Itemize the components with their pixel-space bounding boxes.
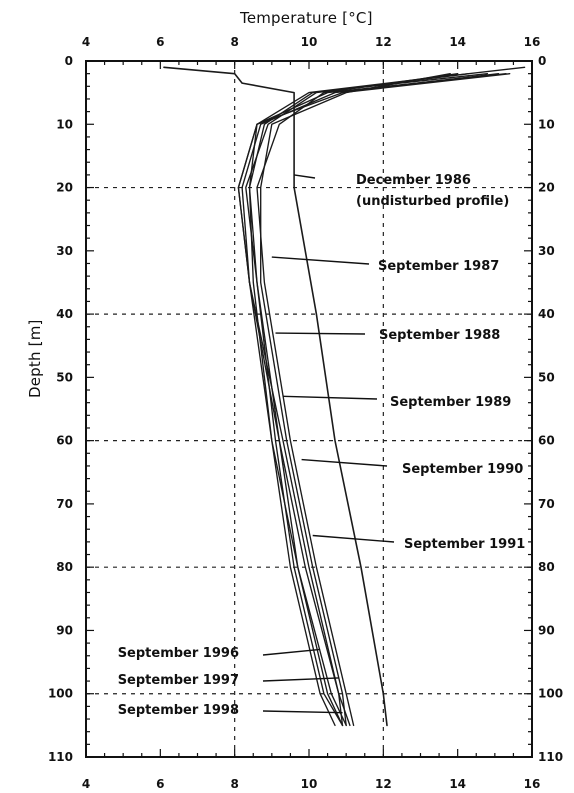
y-tick-label-left: 90 (56, 623, 73, 637)
y-tick-label-right: 0 (538, 54, 546, 68)
annotation-leader-sep1998 (262, 710, 343, 714)
annotation-leader-sep1990 (301, 458, 388, 467)
y-tick-label-right: 10 (538, 117, 555, 131)
annotation-label-sep1998: September 1998 (118, 703, 239, 718)
x-tick-label-bottom: 8 (230, 777, 238, 791)
annotation-label-dec1986: (undisturbed profile) (356, 194, 509, 209)
y-tick-label-left: 20 (56, 181, 73, 195)
y-tick-label-right: 80 (538, 560, 555, 574)
x-axis-title: Temperature [°C] (240, 9, 373, 27)
annotation-leader-sep1996 (262, 648, 321, 656)
x-tick-label-top: 4 (82, 35, 90, 49)
y-tick-label-left: 80 (56, 560, 73, 574)
annotation-leader-sep1997 (262, 677, 339, 682)
y-axis-title: Depth [m] (26, 319, 44, 398)
y-tick-label-left: 40 (56, 307, 73, 321)
annotation-label-sep1988: September 1988 (379, 328, 500, 343)
y-tick-label-left: 30 (56, 244, 73, 258)
y-tick-label-left: 50 (56, 370, 73, 384)
x-tick-label-top: 12 (375, 35, 392, 49)
annotation-label-sep1989: September 1989 (390, 395, 511, 410)
x-tick-label-top: 6 (156, 35, 164, 49)
y-tick-label-left: 10 (56, 117, 73, 131)
annotation-label-sep1990: September 1990 (402, 462, 523, 477)
annotation-leader-sep1991 (312, 534, 395, 543)
x-tick-label-top: 10 (301, 35, 318, 49)
annotation-label-sep1987: September 1987 (378, 259, 499, 274)
annotation-label-sep1991: September 1991 (404, 537, 525, 552)
annotation-label-sep1996: September 1996 (118, 646, 239, 661)
y-tick-label-right: 40 (538, 307, 555, 321)
y-tick-label-left: 60 (56, 434, 73, 448)
annotation-leader-dec1986 (293, 174, 316, 179)
y-tick-label-right: 50 (538, 370, 555, 384)
x-tick-label-top: 14 (449, 35, 466, 49)
y-tick-label-left: 70 (56, 497, 73, 511)
x-tick-label-bottom: 6 (156, 777, 164, 791)
annotation-leader-sep1987 (271, 256, 370, 265)
series-line-4 (245, 73, 470, 727)
x-tick-label-bottom: 16 (524, 777, 541, 791)
x-tick-label-top: 8 (230, 35, 238, 49)
y-tick-label-right: 90 (538, 623, 555, 637)
series-line-3 (248, 73, 489, 727)
x-tick-label-bottom: 4 (82, 777, 90, 791)
x-tick-label-bottom: 14 (449, 777, 466, 791)
series-line-1 (163, 66, 388, 727)
y-tick-label-right: 110 (538, 750, 563, 764)
x-tick-label-bottom: 10 (301, 777, 318, 791)
x-tick-label-top: 16 (524, 35, 541, 49)
y-tick-label-left: 100 (48, 687, 73, 701)
y-tick-label-left: 0 (65, 54, 73, 68)
y-tick-label-right: 70 (538, 497, 555, 511)
annotation-label-dec1986: December 1986 (356, 173, 471, 188)
annotation-label-sep1997: September 1997 (118, 673, 239, 688)
x-tick-label-bottom: 12 (375, 777, 392, 791)
annotation-leader-sep1989 (282, 395, 378, 400)
y-tick-label-right: 100 (538, 687, 563, 701)
y-tick-label-right: 20 (538, 181, 555, 195)
annotation-leader-sep1988 (275, 332, 366, 335)
y-tick-label-left: 110 (48, 750, 73, 764)
series-line-6 (260, 73, 451, 727)
y-tick-label-right: 60 (538, 434, 555, 448)
y-tick-label-right: 30 (538, 244, 555, 258)
series-line-9 (237, 73, 511, 727)
